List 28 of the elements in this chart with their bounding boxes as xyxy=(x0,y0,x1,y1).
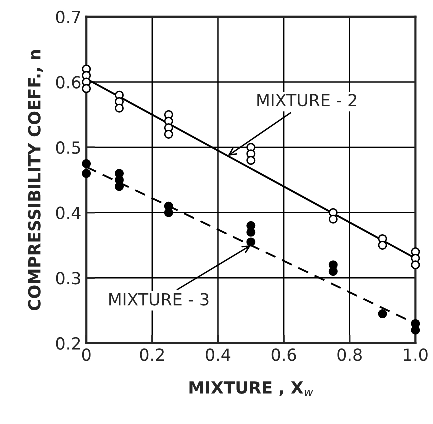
y-tick-label: 0.7 xyxy=(56,10,80,24)
y-tick-label: 0.5 xyxy=(56,142,80,154)
y-tick-label: 0.6 xyxy=(56,76,81,89)
y-tick-label: 0.4 xyxy=(56,206,81,220)
x-axis-title: MIXTURE , X$_{w}$ xyxy=(190,382,314,396)
point xyxy=(378,310,388,319)
x-tick-label: 0.4 xyxy=(206,348,231,362)
x-tick-label: 1.0 xyxy=(404,348,428,362)
point xyxy=(82,159,92,168)
point xyxy=(328,267,338,276)
y-tick-label: 0.2 xyxy=(56,337,80,350)
point xyxy=(115,104,124,113)
point xyxy=(411,260,420,270)
point xyxy=(328,214,338,224)
x-tick-label: 0.8 xyxy=(338,348,362,362)
point xyxy=(246,238,256,247)
x-tick-label: 0 xyxy=(82,348,91,362)
annotation: MIXTURE - 3 xyxy=(110,293,209,306)
y-tick-label: 0.3 xyxy=(56,272,80,285)
y-axis-title: COMPRESSIBILITY COEFF., n xyxy=(28,50,44,311)
annotation: MIXTURE - 2 xyxy=(258,94,356,107)
point xyxy=(378,240,388,250)
point xyxy=(164,130,174,139)
x-tick-label: 0.2 xyxy=(140,348,164,362)
point xyxy=(246,156,256,166)
point xyxy=(82,84,92,94)
x-tick-label: 0.6 xyxy=(272,348,296,362)
point xyxy=(82,169,92,178)
